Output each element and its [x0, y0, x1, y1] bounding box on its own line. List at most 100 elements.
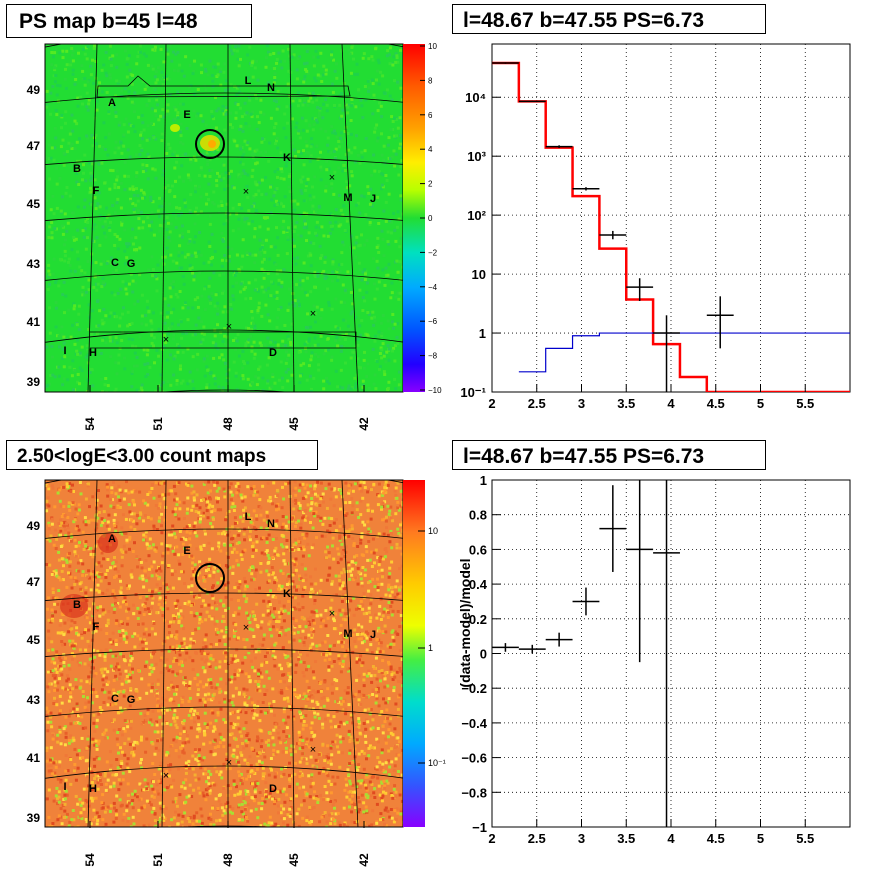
map-pixel: [297, 359, 301, 363]
map-pixel: [358, 786, 362, 790]
map-pixel: [398, 291, 402, 295]
map-pixel: [393, 377, 397, 381]
map-pixel: [256, 376, 260, 380]
map-pixel: [258, 643, 262, 646]
map-pixel: [215, 179, 219, 183]
parallel-line: [45, 270, 403, 281]
map-pixel: [204, 618, 208, 622]
map-pixel: [134, 175, 138, 179]
map-pixel: [270, 787, 274, 791]
map-pixel: [191, 556, 195, 560]
map-pixel: [76, 257, 80, 261]
map-pixel: [228, 637, 231, 641]
map-pixel: [329, 497, 333, 501]
map-pixel: [84, 220, 88, 223]
map-pixel: [213, 746, 217, 750]
map-pixel: [394, 295, 398, 299]
map-pixel: [287, 600, 291, 603]
map-pixel: [119, 620, 123, 624]
map-pixel: [140, 322, 144, 326]
map-pixel: [367, 89, 370, 93]
map-pixel: [328, 648, 332, 652]
map-pixel: [302, 548, 306, 552]
map-pixel: [103, 231, 106, 235]
map-pixel: [180, 820, 184, 824]
map-pixel: [253, 261, 257, 265]
map-pixel: [306, 103, 310, 107]
map-pixel: [354, 315, 358, 319]
map-pixel: [109, 220, 112, 224]
map-pixel: [328, 644, 332, 648]
map-pixel: [142, 613, 146, 616]
map-pixel: [284, 361, 288, 365]
y-tick-label: 41: [27, 315, 41, 329]
map-pixel: [106, 488, 110, 492]
map-pixel: [92, 648, 96, 652]
map-pixel: [323, 680, 327, 684]
map-pixel: [102, 63, 106, 67]
source-marker: ×: [310, 308, 316, 320]
map-pixel: [334, 208, 338, 212]
map-pixel: [64, 191, 68, 195]
map-pixel: [109, 764, 113, 767]
map-pixel: [171, 614, 175, 618]
map-pixel: [359, 499, 363, 503]
map-pixel: [354, 382, 358, 386]
map-pixel: [189, 178, 192, 182]
map-pixel: [338, 385, 342, 389]
map-pixel: [169, 745, 173, 749]
map-pixel: [200, 821, 204, 825]
map-pixel: [240, 734, 244, 738]
map-pixel: [54, 610, 57, 614]
map-pixel: [48, 177, 52, 181]
map-pixel: [376, 58, 380, 62]
map-pixel: [319, 519, 322, 523]
map-pixel: [363, 268, 367, 272]
map-pixel: [101, 612, 105, 616]
map-pixel: [122, 690, 126, 694]
map-pixel: [265, 216, 269, 220]
map-pixel: [362, 722, 366, 725]
map-pixel: [231, 543, 234, 547]
map-pixel: [251, 59, 255, 63]
map-pixel: [142, 128, 146, 132]
map-pixel: [392, 685, 396, 689]
map-pixel: [234, 371, 238, 375]
map-pixel: [381, 731, 385, 735]
map-pixel: [299, 189, 303, 193]
map-pixel: [48, 824, 52, 827]
map-pixel: [264, 795, 268, 799]
map-pixel: [254, 548, 258, 552]
map-pixel: [243, 801, 247, 805]
map-pixel: [282, 718, 286, 722]
map-pixel: [160, 510, 164, 514]
map-pixel: [247, 513, 251, 517]
map-pixel: [311, 781, 315, 785]
map-pixel: [272, 700, 276, 703]
map-pixel: [288, 172, 292, 176]
map-pixel: [155, 691, 159, 695]
map-pixel: [125, 584, 129, 588]
map-pixel: [239, 710, 243, 714]
map-pixel: [47, 629, 51, 633]
map-pixel: [193, 251, 197, 255]
map-pixel: [54, 760, 58, 764]
map-pixel: [367, 57, 371, 61]
map-pixel: [214, 342, 218, 346]
map-pixel: [172, 68, 176, 72]
map-pixel: [235, 212, 239, 216]
map-pixel: [373, 373, 377, 377]
map-pixel: [350, 497, 354, 501]
map-pixel: [56, 688, 59, 692]
map-pixel: [204, 285, 207, 289]
source-label-d: D: [269, 347, 277, 359]
map-pixel: [59, 709, 62, 713]
map-pixel: [337, 574, 341, 578]
map-pixel: [150, 321, 154, 325]
map-pixel: [315, 644, 319, 648]
map-pixel: [230, 505, 234, 509]
map-pixel: [133, 645, 137, 649]
map-pixel: [166, 620, 169, 624]
map-pixel: [129, 272, 133, 276]
map-pixel: [93, 196, 97, 200]
